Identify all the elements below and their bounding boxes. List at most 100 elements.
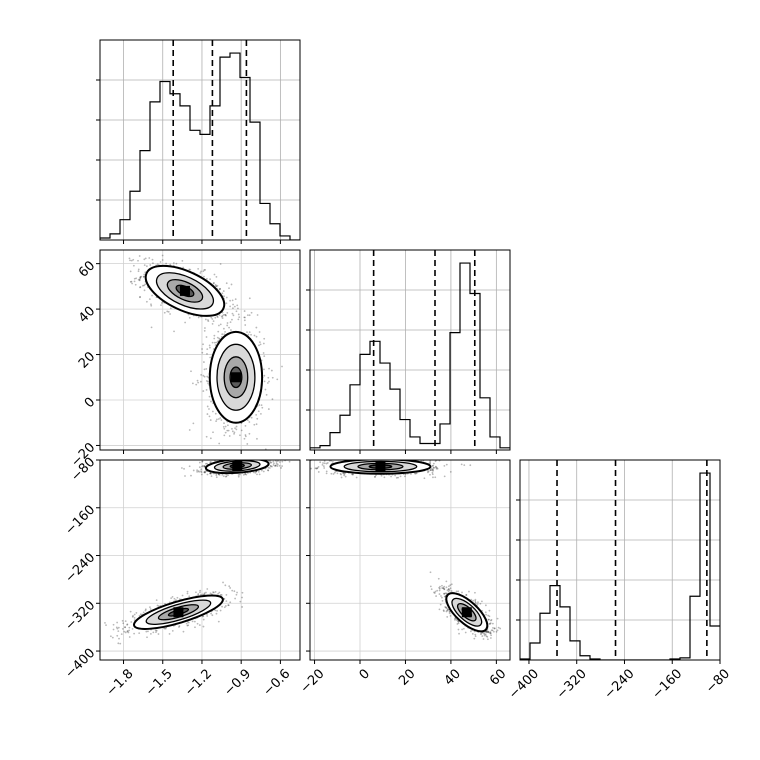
sample-point xyxy=(137,259,139,262)
sample-point xyxy=(169,307,172,310)
sample-point xyxy=(321,463,324,466)
sample-point xyxy=(481,600,483,603)
x-tick-label: −1.5 xyxy=(143,666,176,699)
sample-point xyxy=(197,470,200,472)
sample-point xyxy=(220,315,223,318)
sample-point xyxy=(432,469,434,472)
sample-point xyxy=(116,621,119,624)
sample-point xyxy=(205,388,208,391)
sample-point xyxy=(314,467,317,470)
sample-point xyxy=(163,627,166,630)
sample-point xyxy=(227,474,229,477)
sample-point xyxy=(255,335,258,338)
sample-point xyxy=(205,435,208,438)
sample-point xyxy=(364,455,366,457)
sample-point xyxy=(191,382,194,385)
sample-point xyxy=(212,591,214,594)
sample-point xyxy=(489,632,492,635)
sample-point xyxy=(445,592,448,595)
sample-point xyxy=(269,461,272,464)
sample-point xyxy=(209,592,212,595)
sample-point xyxy=(411,457,413,459)
x-tick-label: −240 xyxy=(602,666,638,702)
sample-point xyxy=(208,395,211,398)
sample-point xyxy=(171,629,174,632)
sample-point xyxy=(209,472,212,475)
sample-point xyxy=(474,602,477,605)
sample-point xyxy=(174,599,177,601)
sample-point xyxy=(395,476,398,479)
sample-point xyxy=(446,589,449,592)
sample-point xyxy=(129,610,132,613)
sample-point xyxy=(225,600,228,603)
sample-point xyxy=(325,462,328,465)
sample-point xyxy=(203,368,206,371)
sample-point xyxy=(228,287,230,290)
sample-point xyxy=(463,464,466,467)
sample-point xyxy=(488,615,491,618)
sample-point xyxy=(245,473,248,476)
sample-point xyxy=(263,337,266,340)
sample-point xyxy=(195,591,197,594)
histogram-diag-0 xyxy=(100,40,300,240)
sample-point xyxy=(151,294,153,297)
sample-point xyxy=(244,435,247,438)
sample-point xyxy=(117,642,120,645)
sample-point xyxy=(129,280,132,283)
sample-point xyxy=(489,631,492,633)
sample-point xyxy=(375,455,377,457)
sample-point xyxy=(169,313,171,315)
sample-point xyxy=(231,430,234,433)
sample-point xyxy=(237,307,239,310)
sample-point xyxy=(105,624,107,627)
sample-point xyxy=(386,457,388,459)
sample-point xyxy=(215,474,218,477)
sample-point xyxy=(352,473,355,476)
sample-point xyxy=(256,437,258,440)
sample-point xyxy=(483,633,486,635)
sample-point xyxy=(150,303,152,306)
sample-point xyxy=(209,356,212,359)
sample-point xyxy=(486,638,489,641)
sample-point xyxy=(275,461,278,463)
y-tick-label: 0 xyxy=(82,395,98,411)
sample-point xyxy=(249,458,251,460)
sample-point xyxy=(271,376,274,379)
sample-point xyxy=(256,473,258,476)
sample-point xyxy=(448,585,450,588)
sample-point xyxy=(432,464,435,467)
sample-point xyxy=(206,277,208,280)
sample-point xyxy=(454,617,456,620)
sample-point xyxy=(233,431,236,434)
sample-point xyxy=(126,630,129,632)
sample-point xyxy=(436,467,439,470)
sample-point xyxy=(188,465,191,468)
sample-point xyxy=(295,465,297,467)
density-peak xyxy=(173,607,184,618)
sample-point xyxy=(137,268,140,271)
sample-point xyxy=(376,454,378,456)
sample-point xyxy=(225,475,227,478)
sample-point xyxy=(263,456,265,458)
sample-point xyxy=(156,263,159,266)
sample-point xyxy=(197,267,200,270)
sample-point xyxy=(243,437,246,440)
sample-point xyxy=(461,591,463,594)
sample-point xyxy=(270,461,273,464)
sample-point xyxy=(448,610,451,613)
sample-point xyxy=(190,474,192,477)
sample-point xyxy=(138,278,141,281)
sample-point xyxy=(131,627,134,630)
sample-point xyxy=(235,425,238,428)
sample-point xyxy=(342,472,345,475)
sample-point xyxy=(203,329,206,332)
sample-point xyxy=(323,467,326,469)
sample-point xyxy=(414,472,417,475)
sample-point xyxy=(218,591,221,594)
sample-point xyxy=(128,257,131,260)
sample-point xyxy=(149,608,152,610)
sample-point xyxy=(121,627,124,630)
sample-point xyxy=(371,457,373,459)
x-tick-label: −80 xyxy=(703,666,733,696)
sample-point xyxy=(229,587,232,589)
